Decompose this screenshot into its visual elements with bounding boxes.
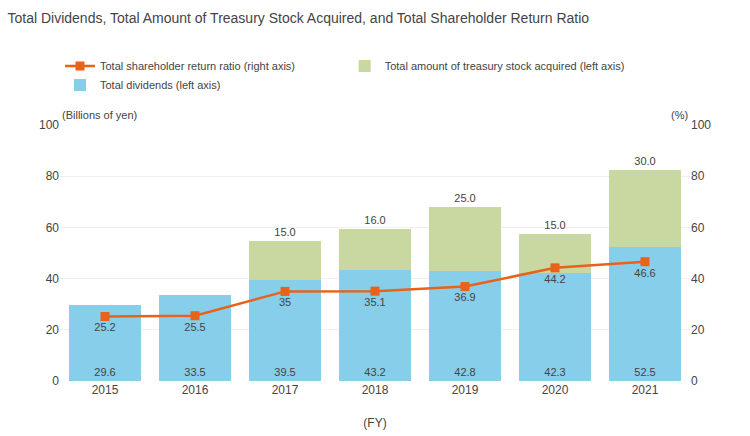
svg-text:20: 20 [691,323,705,337]
svg-text:2017: 2017 [272,383,299,397]
svg-text:20: 20 [46,323,60,337]
svg-text:2016: 2016 [182,383,209,397]
svg-text:(Billions of yen): (Billions of yen) [62,109,137,121]
svg-text:15.0: 15.0 [544,219,565,231]
svg-text:2020: 2020 [542,383,569,397]
svg-text:100: 100 [39,118,59,132]
svg-text:15.0: 15.0 [274,226,295,238]
svg-text:42.8: 42.8 [454,366,475,378]
svg-text:16.0: 16.0 [364,214,385,226]
svg-text:43.2: 43.2 [364,366,385,378]
svg-text:60: 60 [46,221,60,235]
svg-text:0: 0 [691,374,698,388]
svg-text:35.1: 35.1 [364,296,385,308]
svg-text:100: 100 [691,118,711,132]
svg-text:2019: 2019 [452,383,479,397]
svg-text:Total Dividends, Total Amount: Total Dividends, Total Amount of Treasur… [8,10,590,26]
svg-text:39.5: 39.5 [274,366,295,378]
svg-text:35: 35 [279,296,291,308]
svg-text:2015: 2015 [92,383,119,397]
svg-text:42.3: 42.3 [544,366,565,378]
svg-text:36.9: 36.9 [454,291,475,303]
svg-text:25.5: 25.5 [184,321,205,333]
svg-text:40: 40 [691,272,705,286]
svg-text:52.5: 52.5 [634,366,655,378]
svg-text:25.2: 25.2 [94,321,115,333]
svg-text:40: 40 [46,272,60,286]
svg-text:0: 0 [52,374,59,388]
svg-text:33.5: 33.5 [184,366,205,378]
svg-text:Total dividends (left axis): Total dividends (left axis) [100,79,220,91]
svg-text:Total shareholder return ratio: Total shareholder return ratio (right ax… [100,60,295,72]
svg-text:80: 80 [691,169,705,183]
svg-text:(%): (%) [671,109,688,121]
svg-text:Total amount of treasury stock: Total amount of treasury stock acquired … [385,60,625,72]
svg-text:30.0: 30.0 [634,155,655,167]
svg-text:80: 80 [46,169,60,183]
svg-text:(FY): (FY) [363,416,386,430]
svg-text:29.6: 29.6 [94,366,115,378]
svg-text:44.2: 44.2 [544,273,565,285]
svg-text:2021: 2021 [632,383,659,397]
svg-text:25.0: 25.0 [454,192,475,204]
svg-text:2018: 2018 [362,383,389,397]
svg-text:60: 60 [691,221,705,235]
svg-text:46.6: 46.6 [634,267,655,279]
